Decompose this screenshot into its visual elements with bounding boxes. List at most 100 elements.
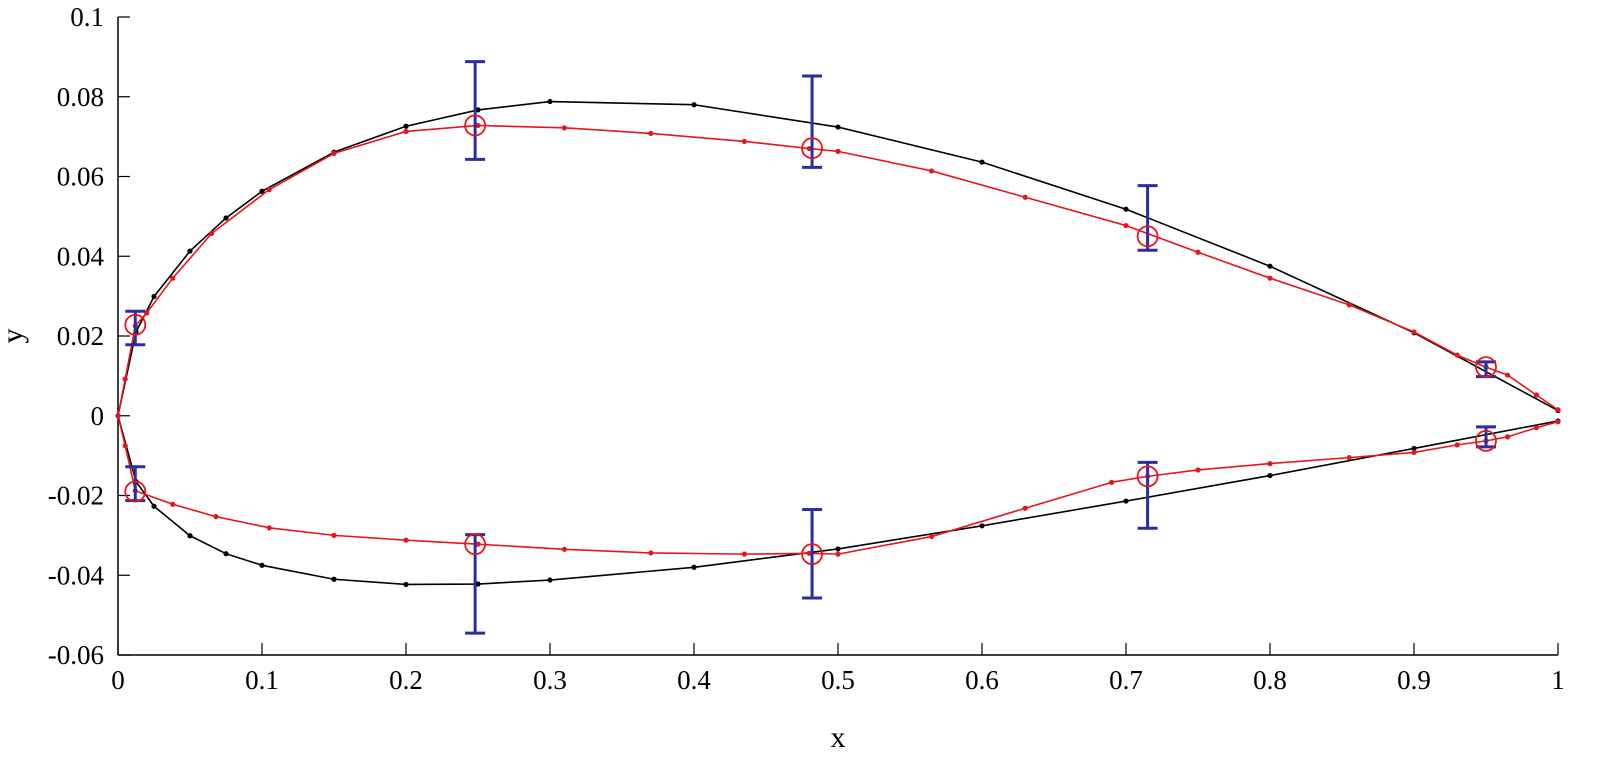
x-tick-label: 0.9 [1397,665,1431,695]
series-2-point [144,310,150,316]
series-2-point [266,525,272,531]
series-2-point [1505,434,1511,440]
series-1-point [259,562,265,568]
series-2-point [1411,449,1417,456]
series-2-point [122,443,128,449]
series-1-point [835,124,841,130]
x-axis-label: x [831,721,846,754]
y-tick-label: 0 [91,401,105,431]
circle-marker [464,114,487,137]
series-1-point [475,581,481,587]
series-2-point [266,187,272,193]
y-axis-label: y [0,329,29,344]
series-1-point [979,523,985,529]
error-bar [1137,184,1158,252]
y-tick-label: 0.02 [57,321,104,351]
x-tick-label: 0.7 [1109,665,1143,695]
circle-marker [124,313,147,336]
series-2-point [1505,372,1511,378]
x-tick-label: 0 [111,665,125,695]
series-2-point [648,550,654,556]
y-tick-label: -0.02 [48,481,104,511]
series-1-point [475,107,481,113]
series-1-point [691,564,697,570]
series-2-point [170,275,176,281]
error-bar [465,60,486,161]
error-bar [802,74,823,169]
series-2-point [1533,425,1539,431]
series-1-point [331,576,337,582]
series-2-point [741,551,748,557]
series-1-point [691,102,697,108]
series-2-point [929,168,935,174]
series-1-point [1267,472,1273,479]
series-2-point [806,145,812,152]
x-tick-label: 0.2 [389,665,423,695]
series-2-point [741,138,748,145]
series-2-point [561,546,568,552]
x-tick-label: 0.8 [1253,665,1287,695]
series-2-point [475,541,481,547]
series-2-point [1195,249,1201,255]
y-tick-label: -0.06 [48,640,104,670]
error-bar [802,507,823,600]
series-1-line [117,100,1559,586]
x-tick-label: 1 [1551,665,1565,695]
series-2-point [331,532,337,538]
series-2-point [929,533,935,540]
series-1-point [151,293,157,300]
series-2-point [1022,505,1028,511]
series-2-point [403,128,409,135]
y-tick-label: 0.04 [57,241,105,271]
series-2-point [1195,467,1201,473]
series-2-point [115,413,121,419]
series-1-point [259,188,265,194]
series-2-point [1346,455,1352,461]
series-1-point [1123,206,1129,212]
x-tick-label: 0.1 [245,665,279,695]
plot-area [115,60,1561,635]
series-1-point [1123,498,1129,504]
series-2-point [475,122,481,129]
series-2-point [1123,222,1129,229]
y-tick-label: 0.06 [57,162,104,192]
series-1-point [151,503,157,509]
series-2-point [1109,479,1115,485]
series-2-point [1454,442,1460,448]
x-tick-label: 0.6 [965,665,999,695]
series-1-point [547,577,553,583]
circle-marker [801,137,823,160]
series-2-point [1022,194,1028,200]
error-bar [1476,425,1496,449]
series-2-point [1555,419,1561,425]
circle-marker [1475,356,1497,379]
series-2-point [835,148,841,154]
x-tick-label: 0.5 [821,665,855,695]
series-2-point [1267,275,1273,281]
series-2-point [403,537,409,543]
circle-marker [1475,429,1497,452]
series-2-point [122,376,128,382]
error-bar [1137,460,1158,530]
y-tick-label: -0.04 [48,560,105,590]
series-1-point [223,551,229,557]
circle-marker [464,533,487,556]
series-2-point [1454,352,1460,358]
circle-marker [1136,465,1159,488]
x-tick-label: 0.4 [677,665,711,695]
series-2-point [1555,407,1561,413]
circle-marker [801,543,823,566]
series-2-point [648,130,654,137]
series-2-point [170,501,176,507]
series-2-point [331,150,337,156]
series-2-point [835,551,841,557]
series-1-point [403,123,409,129]
series-1-point [1267,263,1273,269]
circle-marker [1136,225,1159,248]
series-2-point [209,230,215,237]
series-1-point [979,159,985,165]
series-1-point [1411,445,1417,452]
series-2-line [117,124,1559,555]
series-1-point [403,581,409,588]
